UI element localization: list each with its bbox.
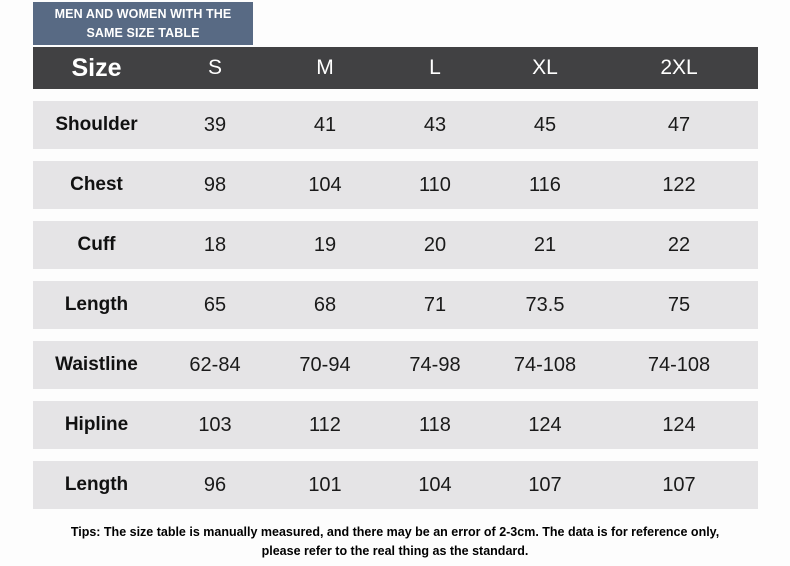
cell-value: 20: [423, 233, 447, 256]
cell-value: 22: [667, 233, 691, 256]
cell-value: 124: [662, 413, 696, 436]
table-title-line2: SAME SIZE TABLE: [86, 25, 200, 40]
cell-value: 65: [203, 293, 227, 316]
row-label: Cuff: [77, 234, 116, 255]
cell-value: 74-98: [409, 353, 461, 376]
cell-value: 96: [203, 473, 227, 496]
cell-value: 18: [203, 233, 227, 256]
table-title-line1: MEN AND WOMEN WITH THE: [54, 7, 232, 22]
row-label: Chest: [70, 174, 123, 195]
cell-value: 74-108: [513, 353, 577, 376]
cell-value: 124: [528, 413, 562, 436]
cell-value: 75: [667, 293, 691, 316]
cell-value: 21: [533, 233, 557, 256]
cell-value: 107: [528, 473, 562, 496]
cell-value: 68: [313, 293, 337, 316]
cell-value: 43: [423, 113, 447, 136]
cell-value: 101: [308, 473, 342, 496]
tips-text: Tips: The size table is manually measure…: [70, 525, 720, 558]
cell-value: 104: [308, 173, 342, 196]
cell-value: 47: [667, 113, 691, 136]
cell-value: 104: [418, 473, 452, 496]
cell-value: 116: [529, 173, 561, 196]
tips-footnote: Tips: The size table is manually measure…: [0, 523, 790, 561]
table-title-badge: MEN AND WOMEN WITH THE SAME SIZE TABLE: [33, 2, 253, 45]
header-cell-s: S: [207, 56, 222, 79]
header-cell-size: Size: [71, 53, 122, 82]
cell-value: 45: [533, 113, 557, 136]
row-label: Length: [64, 294, 129, 315]
row-label: Hipline: [64, 414, 129, 435]
table-header-row: Size S M L XL 2XL: [33, 47, 758, 89]
cell-value: 98: [203, 173, 227, 196]
cell-value: 71: [423, 293, 447, 316]
cell-value: 39: [203, 113, 227, 136]
size-table: Size S M L XL 2XL Shoulder 39 41 43 45 4…: [33, 47, 758, 509]
cell-value: 107: [662, 473, 696, 496]
header-cell-l: L: [429, 56, 441, 79]
row-label: Length: [64, 474, 129, 495]
header-cell-m: M: [316, 56, 334, 79]
cell-value: 103: [198, 413, 232, 436]
table-row-length-2: Length 96 101 104 107 107: [33, 461, 758, 509]
table-row-waistline: Waistline 62-84 70-94 74-98 74-108 74-10…: [33, 341, 758, 389]
table-row-length: Length 65 68 71 73.5 75: [33, 281, 758, 329]
row-label: Waistline: [55, 354, 138, 375]
cell-value: 62-84: [189, 353, 241, 376]
table-row-cuff: Cuff 18 19 20 21 22: [33, 221, 758, 269]
header-cell-2xl: 2XL: [660, 56, 698, 79]
cell-value: 70-94: [299, 353, 351, 376]
header-cell-xl: XL: [532, 56, 558, 79]
table-row-chest: Chest 98 104 110 116 122: [33, 161, 758, 209]
cell-value: 74-108: [647, 353, 711, 376]
cell-value: 19: [313, 233, 337, 256]
table-row-shoulder: Shoulder 39 41 43 45 47: [33, 101, 758, 149]
cell-value: 112: [309, 413, 341, 436]
cell-value: 73.5: [525, 293, 565, 316]
row-label: Shoulder: [55, 114, 138, 135]
cell-value: 122: [662, 173, 696, 196]
cell-value: 110: [419, 173, 451, 196]
table-row-hipline: Hipline 103 112 118 124 124: [33, 401, 758, 449]
cell-value: 41: [313, 113, 337, 136]
cell-value: 118: [419, 413, 451, 436]
